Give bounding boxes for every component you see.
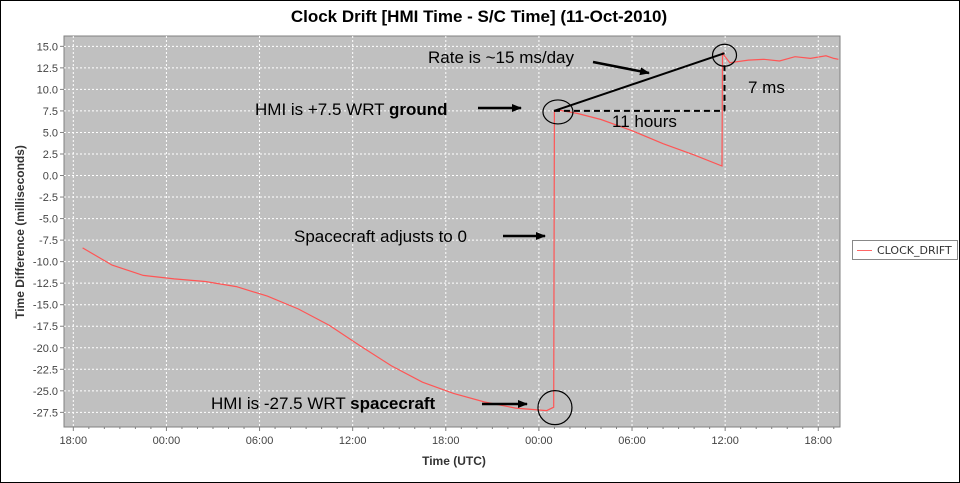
annotation-hmi-ground: HMI is +7.5 WRT ground — [255, 100, 448, 119]
x-tick-label: 06:00 — [246, 435, 274, 447]
y-tick-label: 2.5 — [43, 149, 58, 161]
grid-lines — [64, 36, 840, 427]
y-axis: 15.0 12.5 10.0 7.5 5.0 2.5 0.0 -2.5 -5.0 -7.5 -10.… — [33, 41, 64, 419]
y-tick-label: -12.5 — [33, 278, 58, 290]
y-tick-label: -25.0 — [33, 386, 58, 398]
x-tick-label: 12:00 — [339, 435, 367, 447]
legend-label: CLOCK_DRIFT — [877, 243, 952, 257]
legend: CLOCK_DRIFT — [852, 240, 958, 260]
x-axis-title: Time (UTC) — [422, 454, 486, 468]
circle-hmi-ground — [542, 99, 574, 125]
y-tick-label: -2.5 — [39, 192, 58, 204]
y-tick-label: 7.5 — [43, 106, 58, 118]
annotation-rate: Rate is ~15 ms/day — [428, 48, 574, 67]
y-tick-label: -17.5 — [33, 321, 58, 333]
circle-hmi-spacecraft — [537, 390, 573, 426]
x-tick-label: 18:00 — [60, 435, 88, 447]
annotation-adjust: Spacecraft adjusts to 0 — [294, 227, 467, 246]
y-tick-label: -20.0 — [33, 343, 58, 355]
annotation-hmi-spacecraft: HMI is -27.5 WRT spacecraft — [211, 394, 436, 413]
chart-title: Clock Drift [HMI Time - S/C Time] (11-Oc… — [291, 7, 667, 26]
rate-arrow — [592, 60, 650, 76]
y-tick-label: -22.5 — [33, 364, 58, 376]
annotation-11-hours: 11 hours — [612, 112, 677, 131]
annotation-hmi-spacecraft-text: HMI is -27.5 WRT — [211, 394, 350, 413]
plot-area — [63, 35, 841, 428]
y-tick-label: 15.0 — [37, 41, 58, 53]
annotation-7ms: 7 ms — [748, 78, 785, 97]
x-tick-label: 18:00 — [805, 435, 833, 447]
y-tick-label: -10.0 — [33, 257, 58, 269]
y-tick-label: -15.0 — [33, 300, 58, 312]
x-axis: 18:00 00:00 06:00 12:00 18:00 00:00 06:00 12:00… — [60, 427, 835, 447]
y-tick-label: 5.0 — [43, 127, 58, 139]
legend-swatch — [857, 249, 872, 251]
y-axis-title: Time Difference (milliseconds) — [13, 145, 27, 319]
x-tick-label: 00:00 — [153, 435, 181, 447]
annotation-hmi-ground-bold: ground — [389, 100, 448, 119]
x-tick-label: 12:00 — [711, 435, 739, 447]
y-tick-label: 12.5 — [37, 63, 58, 75]
y-tick-label: -5.0 — [39, 214, 58, 226]
x-tick-label: 06:00 — [618, 435, 646, 447]
x-tick-label: 18:00 — [432, 435, 460, 447]
y-tick-label: 10.0 — [37, 84, 58, 96]
y-tick-label: -27.5 — [33, 407, 58, 419]
y-tick-label: -7.5 — [39, 235, 58, 247]
annotation-hmi-spacecraft-bold: spacecraft — [350, 394, 435, 413]
annotation-hmi-ground-text: HMI is +7.5 WRT — [255, 100, 389, 119]
annotation-layer: Rate is ~15 ms/day 7 ms HMI is +7.5 WRT gr… — [211, 43, 785, 426]
y-tick-label: 0.0 — [43, 171, 58, 183]
x-tick-label: 00:00 — [525, 435, 553, 447]
rate-line — [553, 52, 725, 112]
